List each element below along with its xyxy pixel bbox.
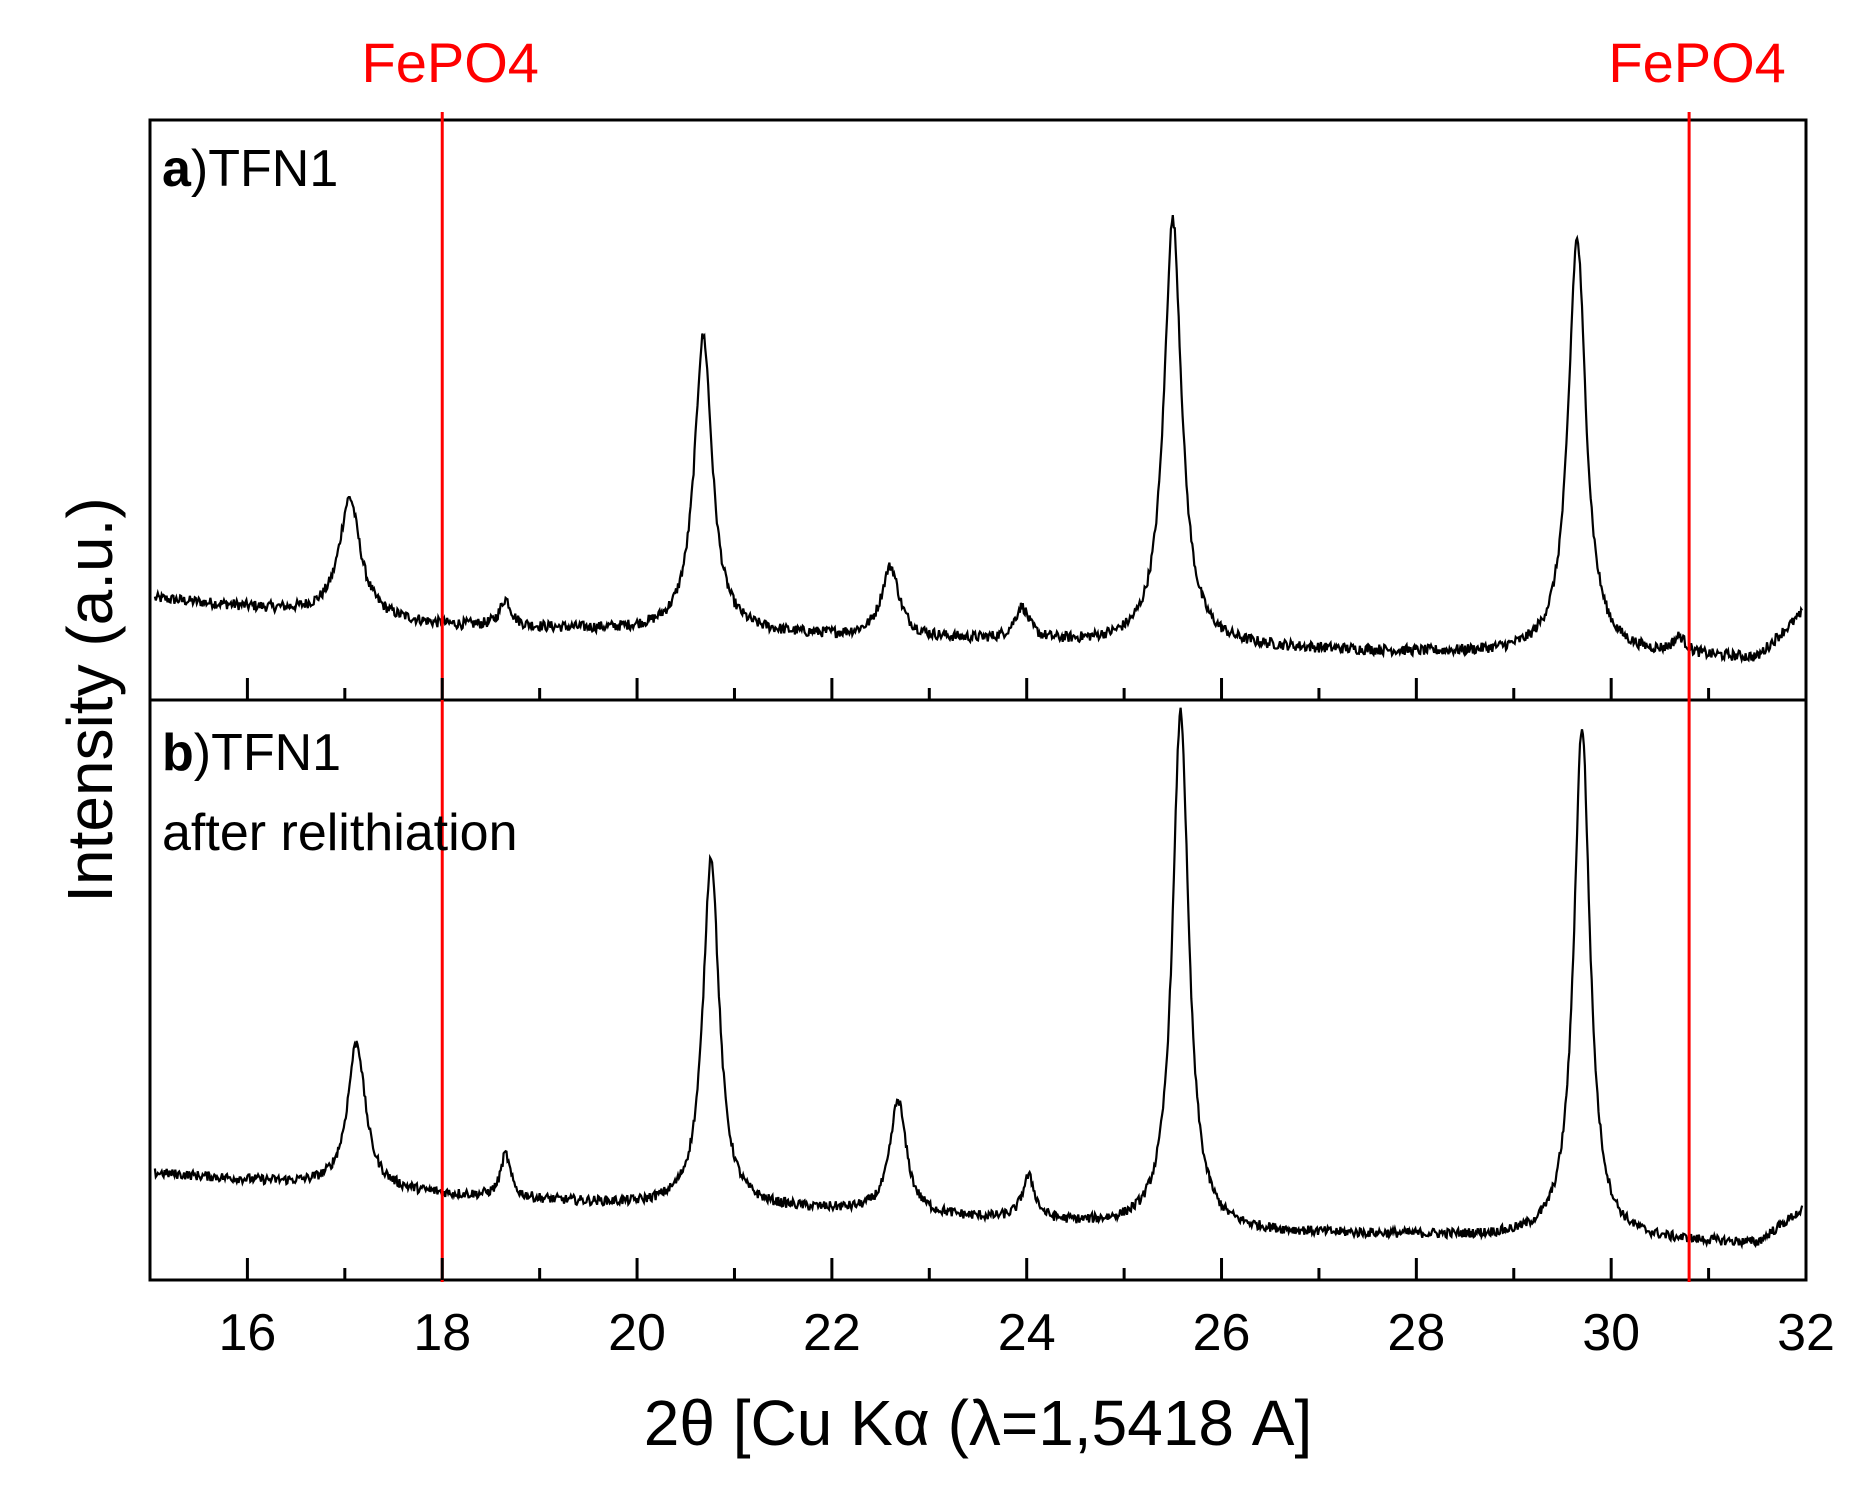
x-tick-label: 30	[1582, 1304, 1640, 1362]
x-tick-label: 22	[803, 1304, 861, 1362]
panel-a-label: a)TFN1	[162, 140, 338, 198]
panel-b-letter: b	[162, 724, 194, 782]
x-tick-label: 28	[1387, 1304, 1445, 1362]
panel-b-subtitle: after relithiation	[162, 804, 518, 862]
reference-lines	[440, 112, 1691, 1282]
series-line-b	[153, 707, 1804, 1250]
x-tick-label: 26	[1193, 1304, 1251, 1362]
series-line-a	[153, 214, 1804, 665]
x-tick-label: 20	[608, 1304, 666, 1362]
panel-b-label: b)TFN1	[162, 724, 341, 782]
x-tick-label: 16	[218, 1304, 276, 1362]
panel-a-name: )TFN1	[191, 140, 338, 198]
x-axis-title: 2θ [Cu Kα (λ=1,5418 A]	[644, 1387, 1313, 1459]
panel-b-frame	[148, 698, 1808, 1282]
panel-a-letter: a	[162, 140, 192, 198]
ref-line-label: FePO4	[1608, 31, 1785, 94]
ref-line-label: FePO4	[362, 31, 539, 94]
y-axis-title: Intensity (a.u.)	[54, 497, 126, 903]
x-tick-label: 24	[998, 1304, 1056, 1362]
panel-b-name: )TFN1	[194, 724, 341, 782]
x-tick-label: 18	[413, 1304, 471, 1362]
x-ticks: 16 18 20 22 24 26 28 30 32	[148, 678, 1835, 1362]
x-tick-label: 32	[1777, 1304, 1835, 1362]
